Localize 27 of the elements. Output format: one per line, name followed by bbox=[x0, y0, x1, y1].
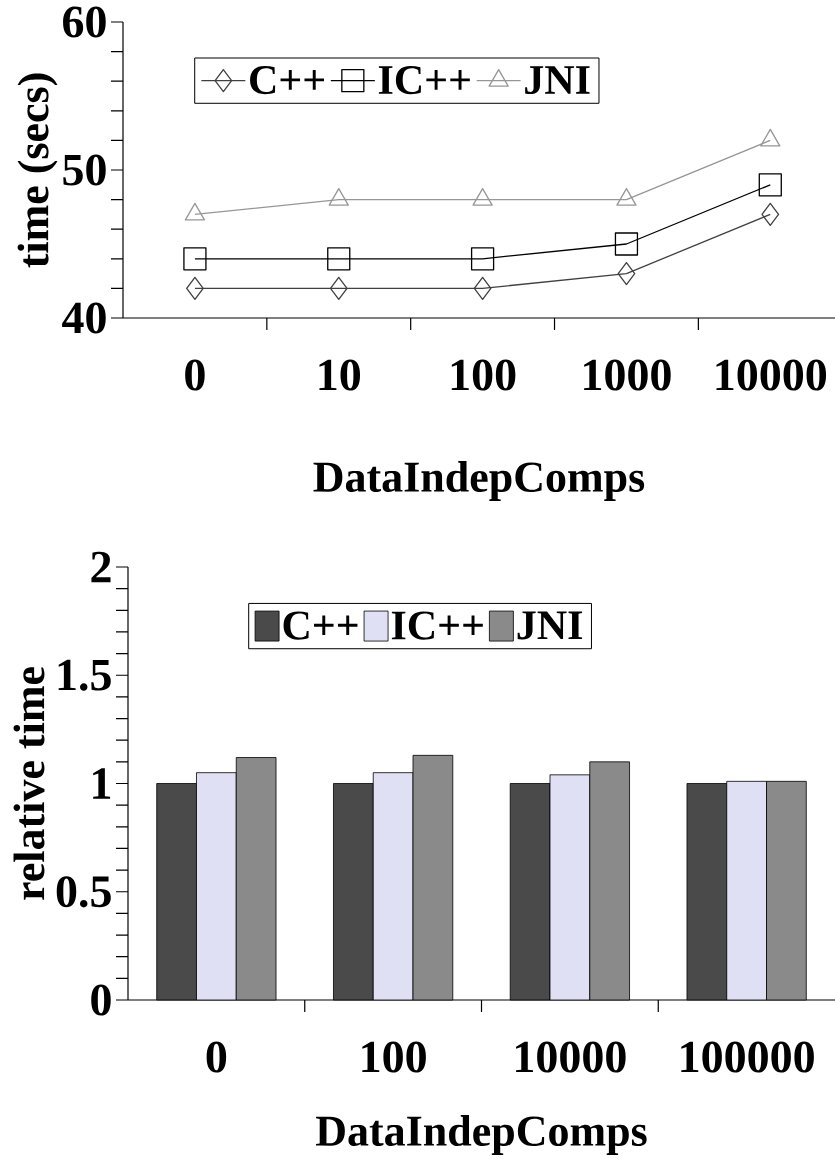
legend-label: JNI bbox=[517, 611, 583, 640]
legend-label: JNI bbox=[525, 66, 590, 95]
x-tick-label: 1000 bbox=[584, 359, 671, 391]
x-tick-label: 100 bbox=[362, 1041, 426, 1073]
y-tick-label: 50 bbox=[63, 154, 106, 186]
x-tick-label: 100 bbox=[451, 359, 516, 391]
legend-label: C++ bbox=[283, 611, 358, 640]
x-tick-label: 10 bbox=[319, 359, 361, 391]
y-tick-label: 40 bbox=[62, 302, 106, 334]
legend-label: IC++ bbox=[378, 65, 470, 95]
x-axis-title: DataIndepComps bbox=[316, 1115, 647, 1155]
y-tick-label: 2 bbox=[91, 551, 111, 583]
x-tick-label: 0 bbox=[185, 359, 205, 391]
x-tick-label: 10000 bbox=[716, 359, 827, 391]
x-tick-label: 100000 bbox=[681, 1041, 814, 1073]
x-tick-label: 10000 bbox=[516, 1041, 626, 1073]
y-tick-label: 1.5 bbox=[58, 659, 111, 691]
legend-label: C++ bbox=[250, 65, 324, 95]
y-axis-title: time (secs) bbox=[17, 73, 58, 268]
y-axis-title: relative time bbox=[13, 667, 45, 900]
y-tick-label: 0.5 bbox=[56, 876, 111, 908]
y-tick-label: 1 bbox=[93, 768, 111, 799]
y-tick-label: 0 bbox=[91, 984, 111, 1016]
x-tick-label: 0 bbox=[206, 1041, 227, 1073]
legend-label: IC++ bbox=[391, 611, 483, 640]
y-tick-label: 60 bbox=[63, 6, 106, 38]
x-axis-title: DataIndepComps bbox=[313, 461, 645, 501]
